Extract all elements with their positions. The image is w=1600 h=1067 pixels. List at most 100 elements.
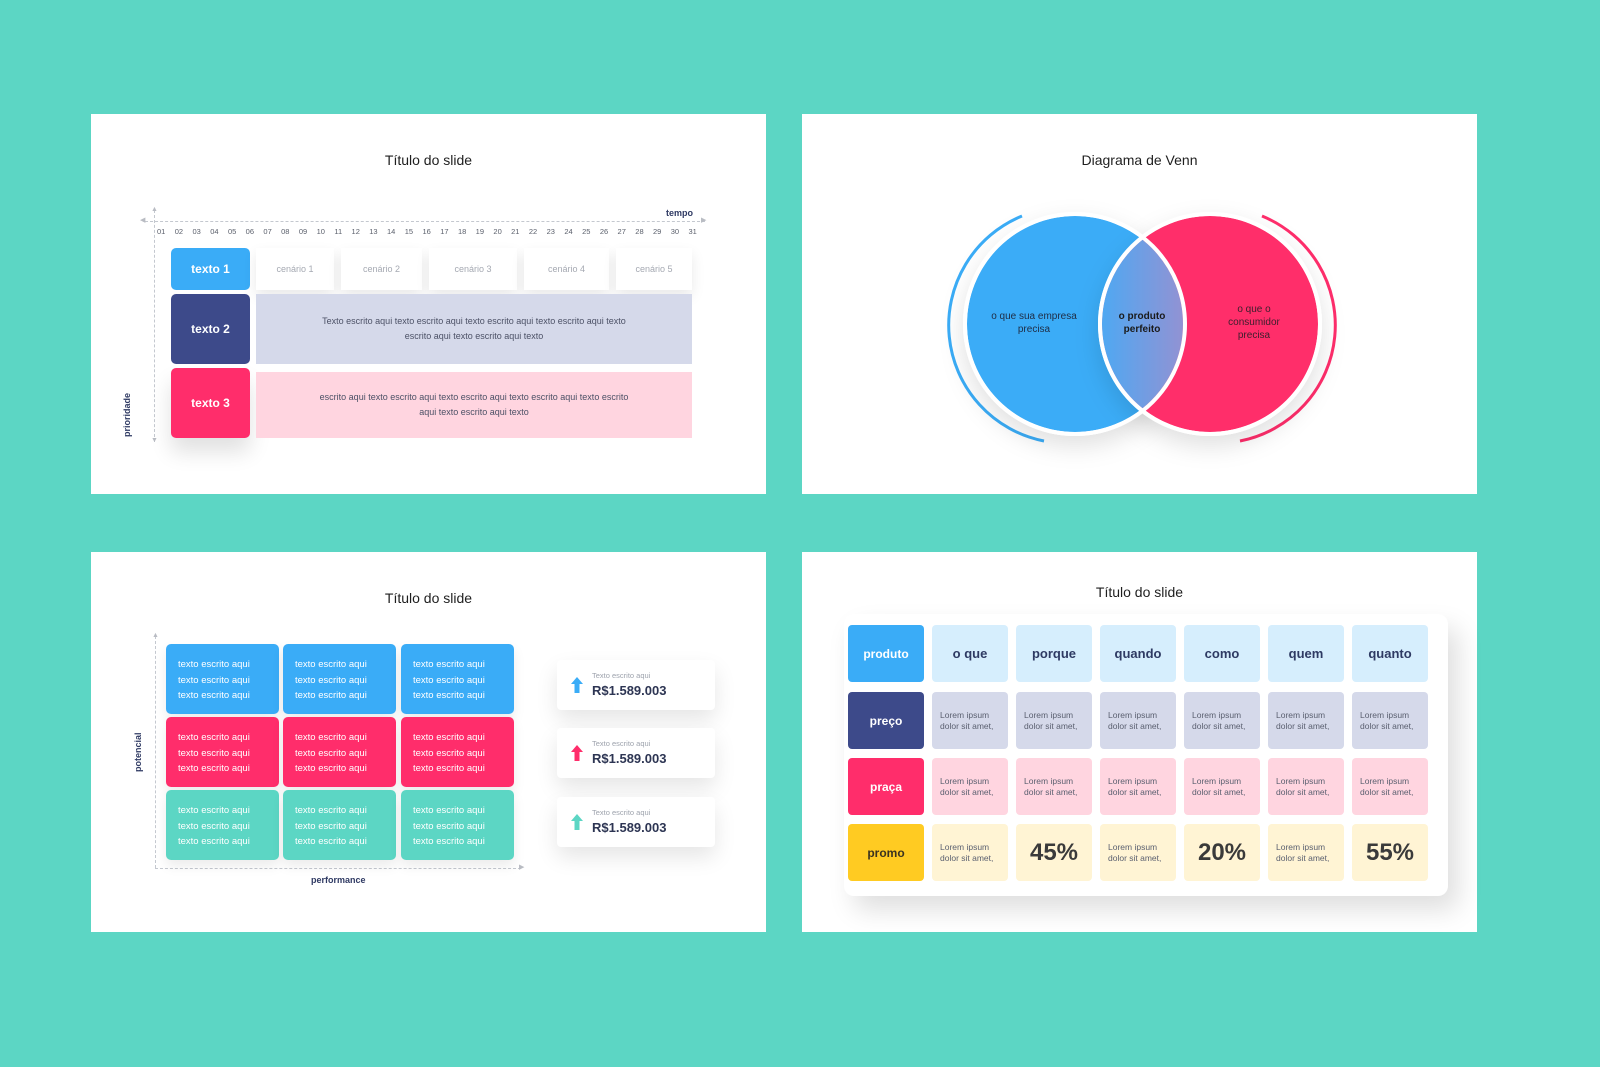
tick-label: 19 [475, 227, 485, 236]
matrix-cell: texto escrito aqui texto escrito aqui text… [166, 717, 279, 787]
kpi-value: R$1.589.003 [592, 683, 667, 698]
matrix-cell-line: texto escrito aqui [413, 674, 485, 686]
matrix-cell-line: texto escrito aqui [295, 690, 367, 701]
matrix-cell-line: texto escrito aqui [295, 836, 367, 847]
y-axis-label: potencial [133, 732, 143, 772]
tick-label: 01 [157, 227, 166, 236]
tick-label: 26 [599, 227, 609, 236]
tick-label: 31 [688, 227, 697, 236]
table-cell: Lorem ipsum dolor sit amet, [932, 758, 1008, 815]
percent-value: 55% [1352, 824, 1428, 881]
intersection [1102, 216, 1183, 432]
table-cell: Lorem ipsum dolor sit amet, [1100, 692, 1176, 749]
tick-label: 16 [422, 227, 431, 236]
column-header: quando [1100, 625, 1176, 682]
column-header: como [1184, 625, 1260, 682]
time-ticks: 01 02 03 04 05 06 07 08 09 10 11 12 13 14 15 16 17 18 19 20… [157, 227, 697, 236]
row-label-produto: produto [848, 625, 924, 682]
matrix-cell-line: texto escrito aqui [295, 805, 367, 816]
table-cell: Lorem ipsum dolor sit amet, [932, 824, 1008, 881]
arrow-up-icon: ▲ [152, 632, 159, 639]
row-label-texto-3: texto 3 [171, 368, 250, 438]
y-axis-line [155, 636, 156, 868]
venn-right-label: o que o consumidor precisa [1228, 304, 1280, 341]
kpi-value: R$1.589.003 [592, 751, 667, 766]
venn-intersection-label: o produto perfeito [1118, 311, 1166, 335]
tick-label: 27 [617, 227, 626, 236]
tick-label: 20 [493, 227, 502, 236]
tick-label: 03 [192, 227, 201, 236]
matrix-cell-line: texto escrito aqui [178, 674, 250, 686]
matrix-cell-line: texto escrito aqui [295, 763, 367, 774]
slide-timeline[interactable]: Título do slide tempo ◀ ▶ ▲ ▼ prioridade… [91, 114, 766, 494]
y-axis-label: prioridade [122, 392, 132, 437]
matrix-cell-line: texto escrito aqui [413, 763, 485, 774]
x-axis-label: tempo [666, 208, 693, 218]
matrix-cell: texto escrito aqui texto escrito aqui text… [401, 790, 514, 860]
slide-title: Título do slide [384, 590, 473, 606]
row-label-texto-1: texto 1 [171, 248, 250, 290]
slide-venn[interactable]: Diagrama de Venn o que sua empresa preci… [802, 114, 1477, 494]
matrix-cell-line: texto escrito aqui [295, 674, 367, 686]
scenario-1: cenário 1 [256, 248, 334, 290]
row-label: preço [848, 692, 924, 749]
tick-label: 05 [227, 227, 237, 236]
tick-label: 09 [298, 227, 308, 236]
x-axis-line [145, 221, 705, 222]
row-label-texto-2: texto 2 [171, 294, 250, 364]
x-axis-line [155, 868, 521, 869]
row-label: praça [848, 758, 924, 815]
tick-label: 28 [635, 227, 644, 236]
tick-label: 06 [245, 227, 255, 236]
y-axis-line [154, 210, 155, 442]
matrix-cell-line: texto escrito aqui [178, 836, 250, 847]
tick-label: 04 [210, 227, 219, 236]
column-header: porque [1016, 625, 1092, 682]
matrix-cell-line: texto escrito aqui [295, 820, 367, 832]
arrow-up-icon [571, 745, 583, 761]
matrix-cell: texto escrito aqui texto escrito aqui text… [283, 644, 396, 714]
slide-table[interactable]: Título do slide produto o que porque quando… [802, 552, 1477, 932]
tick-label: 08 [281, 227, 290, 236]
matrix-cell-line: texto escrito aqui [413, 836, 485, 847]
table-cell: Lorem ipsum dolor sit amet, [1268, 692, 1344, 749]
matrix-cell-line: texto escrito aqui [178, 747, 250, 759]
band-texto-3: escrito aqui texto escrito aqui texto es… [256, 372, 692, 438]
tick-label: 29 [653, 227, 662, 236]
matrix-cell-line: texto escrito aqui [413, 659, 485, 670]
kpi-card-1: Texto escrito aqui R$1.589.003 [557, 660, 715, 710]
kpi-value: R$1.589.003 [592, 820, 667, 835]
arrow-down-icon: ▼ [151, 437, 158, 444]
matrix-cell-line: texto escrito aqui [413, 690, 485, 701]
arrow-right-icon: ▶ [519, 864, 525, 871]
table-cell: Lorem ipsum dolor sit amet, [1184, 758, 1260, 815]
arrow-left-icon: ◀ [140, 217, 146, 224]
tick-label: 15 [404, 227, 414, 236]
row-label: promo [848, 824, 924, 881]
left-arc [947, 214, 1045, 443]
table-cell: Lorem ipsum dolor sit amet, [1268, 758, 1344, 815]
tick-label: 22 [528, 227, 538, 236]
tick-label: 23 [546, 227, 555, 236]
slide-matrix[interactable]: Título do slide ▲ ▶ potencial performanc… [91, 552, 766, 932]
arrow-up-icon: ▲ [151, 206, 158, 213]
arrow-up-icon [571, 677, 583, 693]
matrix-cell-line: texto escrito aqui [178, 805, 250, 816]
matrix-cell-line: texto escrito aqui [178, 732, 250, 743]
table-cell: Lorem ipsum dolor sit amet, [1268, 824, 1344, 881]
table-cell: Lorem ipsum dolor sit amet, [932, 692, 1008, 749]
table-cell: Lorem ipsum dolor sit amet, [1352, 758, 1428, 815]
scenario-3: cenário 3 [429, 248, 517, 290]
arrow-right-icon: ▶ [701, 217, 707, 224]
matrix-cell: texto escrito aqui texto escrito aqui text… [166, 790, 279, 860]
column-header: o que [932, 625, 1008, 682]
venn-left-label: o que sua empresa precisa [991, 311, 1077, 335]
tick-label: 10 [316, 227, 325, 236]
arrow-up-icon [571, 814, 583, 830]
tick-label: 17 [440, 227, 449, 236]
percent-value: 20% [1184, 824, 1260, 881]
tick-label: 21 [511, 227, 520, 236]
table-cell: Lorem ipsum dolor sit amet, [1352, 692, 1428, 749]
matrix-cell-line: texto escrito aqui [295, 747, 367, 759]
venn-diagram [947, 212, 1337, 443]
